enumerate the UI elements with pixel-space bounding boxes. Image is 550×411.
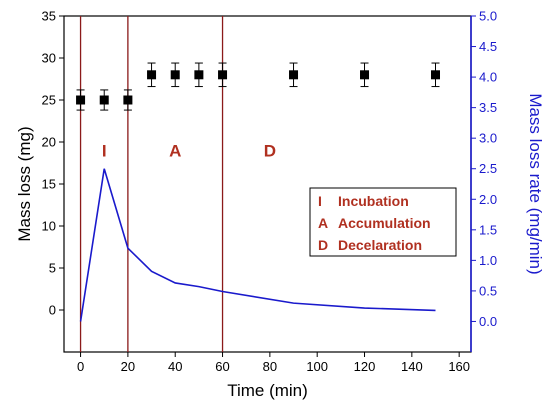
y-right-tick-label: 2.5 <box>479 161 497 176</box>
mass-loss-point <box>289 70 299 80</box>
y-right-tick-label: 4.5 <box>479 39 497 54</box>
x-tick-label: 100 <box>306 359 328 374</box>
x-tick-label: 120 <box>354 359 376 374</box>
legend-key: A <box>318 215 328 231</box>
x-tick-label: 0 <box>77 359 84 374</box>
mass-loss-point <box>218 70 228 80</box>
legend-item-label: Decelaration <box>338 237 422 253</box>
legend-key: D <box>318 237 328 253</box>
phase-label-2: D <box>264 141 276 160</box>
y-left-tick-label: 15 <box>42 177 56 192</box>
x-tick-label: 140 <box>401 359 423 374</box>
y-left-tick-label: 10 <box>42 219 56 234</box>
y-left-tick-label: 5 <box>49 261 56 276</box>
y-right-axis-title: Mass loss rate (mg/min) <box>526 93 545 274</box>
y-right-tick-label: 3.0 <box>479 131 497 146</box>
y-left-tick-label: 30 <box>42 51 56 66</box>
y-left-tick-label: 35 <box>42 9 56 24</box>
y-right-tick-label: 4.0 <box>479 70 497 85</box>
x-tick-label: 20 <box>121 359 135 374</box>
phase-label-1: A <box>169 141 181 160</box>
y-right-tick-label: 1.5 <box>479 222 497 237</box>
mass-loss-point <box>360 70 370 80</box>
y-right-tick-label: 5.0 <box>479 9 497 24</box>
y-right-tick-label: 0.5 <box>479 283 497 298</box>
mass-loss-rate-line <box>79 168 436 322</box>
x-tick-label: 40 <box>168 359 182 374</box>
mass-loss-point <box>194 70 204 80</box>
mass-loss-point <box>147 70 157 80</box>
x-tick-label: 160 <box>448 359 470 374</box>
y-right-tick-label: 0.0 <box>479 314 497 329</box>
legend-item-label: Accumulation <box>338 215 431 231</box>
legend-box <box>309 187 457 257</box>
mass-loss-point <box>76 95 86 105</box>
x-tick-label: 80 <box>263 359 277 374</box>
legend-key: I <box>318 193 322 209</box>
y-right-tick-label: 3.5 <box>479 100 497 115</box>
x-axis-title: Time (min) <box>227 381 308 400</box>
mass-loss-point <box>431 70 441 80</box>
mass-loss-point <box>123 95 133 105</box>
legend-item-label: Incubation <box>338 193 409 209</box>
y-left-tick-label: 0 <box>49 303 56 318</box>
mass-loss-point <box>99 95 109 105</box>
y-left-tick-label: 25 <box>42 93 56 108</box>
y-right-tick-label: 1.0 <box>479 253 497 268</box>
x-tick-label: 60 <box>215 359 229 374</box>
mass-loss-point <box>170 70 180 80</box>
y-right-tick-label: 2.0 <box>479 192 497 207</box>
y-left-axis-title: Mass loss (mg) <box>15 126 34 241</box>
phase-label-0: I <box>102 141 107 160</box>
y-left-tick-label: 20 <box>42 135 56 150</box>
plot-area: 0 20 40 60 80 100 120 140 160 0 5 10 15 20 25 30 35 0.0 0.… <box>15 9 545 401</box>
plot-frame <box>63 15 472 353</box>
